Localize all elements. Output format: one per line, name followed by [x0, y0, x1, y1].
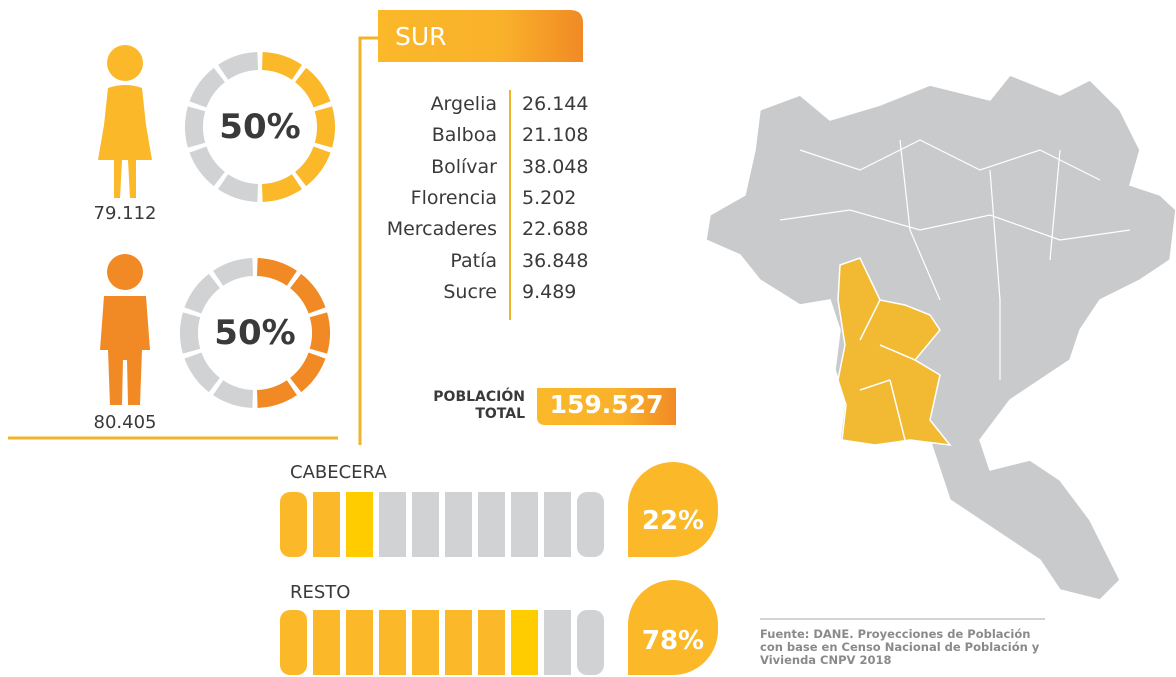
municipality-name: Florencia: [410, 186, 497, 209]
municipality-population: 5.202: [522, 186, 577, 209]
bar-segment: [379, 610, 406, 675]
map: [705, 74, 1176, 601]
bar-segment: [577, 492, 604, 557]
municipality-name: Bolívar: [431, 155, 497, 178]
percent-bubble: [628, 462, 718, 557]
municipality-population: 38.048: [522, 155, 589, 178]
donut-segment: [218, 52, 259, 80]
bar-segment: [478, 492, 505, 557]
municipality-population: 36.848: [522, 249, 589, 272]
men-count: 80.405: [93, 412, 157, 433]
municipality-name: Patía: [450, 249, 497, 272]
bar-segment: [313, 492, 340, 557]
bar-segment: [379, 492, 406, 557]
total-label-1: POBLACIÓN: [433, 389, 525, 405]
connector: [358, 36, 380, 445]
bar-segment: [280, 492, 307, 557]
total-box: [537, 388, 676, 425]
total-label: POBLACIÓN TOTAL: [405, 389, 525, 423]
donut-segment: [261, 174, 302, 202]
donut-segment: [256, 258, 297, 286]
cabecera-percent: 22%: [641, 506, 705, 536]
donut-segment: [290, 352, 326, 393]
bar-segment: [445, 492, 472, 557]
donut-segment: [261, 52, 302, 80]
bar-segment: [577, 610, 604, 675]
region-tab: [378, 10, 583, 62]
total-value: 159.527: [549, 390, 664, 419]
total-label-2: TOTAL: [475, 406, 525, 422]
women-count: 79.112: [93, 203, 157, 224]
donut-segment: [184, 352, 220, 393]
bar-segment: [544, 610, 571, 675]
region-title: SUR: [395, 22, 447, 51]
bar-segment: [346, 492, 373, 557]
bar-segment: [346, 610, 373, 675]
donut-segment: [218, 174, 259, 202]
bar-segment: [313, 610, 340, 675]
donut-segment: [185, 106, 206, 148]
donut-segment: [189, 146, 225, 187]
donut-segment: [295, 146, 331, 187]
donut-segment: [213, 258, 254, 286]
municipality-name: Balboa: [431, 124, 497, 147]
municipality-name: Sucre: [443, 280, 497, 303]
cabecera-label: CABECERA: [290, 462, 387, 483]
municipality-population: 21.108: [522, 124, 589, 147]
donut-segment: [290, 273, 326, 314]
bar-segment: [478, 610, 505, 675]
source: Fuente: DANE. Proyecciones de Población …: [760, 627, 1040, 667]
municipality-name: Argelia: [430, 93, 497, 115]
donut-segment: [314, 106, 335, 148]
bar-segment: [511, 610, 538, 675]
donut-segment: [256, 380, 297, 408]
donut-segment: [189, 67, 225, 108]
men-percent: 50%: [214, 313, 296, 353]
woman-icon: [98, 45, 152, 198]
resto-percent: 78%: [641, 626, 705, 656]
resto-label: RESTO: [290, 582, 351, 603]
bar-segment: [544, 492, 571, 557]
municipality-name: Mercaderes: [386, 218, 497, 241]
donut-segment: [295, 67, 331, 108]
municipality-population: 9.489: [522, 280, 577, 303]
bar-segment: [511, 492, 538, 557]
donut-segment: [213, 380, 254, 408]
map-borders: [859, 299, 916, 441]
bar-segment: [412, 610, 439, 675]
man-icon: [100, 254, 150, 405]
bar-segment: [445, 610, 472, 675]
donut-segment: [309, 312, 331, 354]
percent-bubble: [628, 580, 718, 675]
municipality-population: 26.144: [522, 93, 589, 115]
bar-segment: [280, 610, 307, 675]
municipality-population: 22.688: [522, 218, 589, 241]
bar-segment: [412, 492, 439, 557]
map-borders: [779, 139, 1131, 380]
donut-segment: [184, 273, 220, 314]
women-percent: 50%: [219, 107, 301, 147]
donut-segment: [180, 312, 201, 354]
